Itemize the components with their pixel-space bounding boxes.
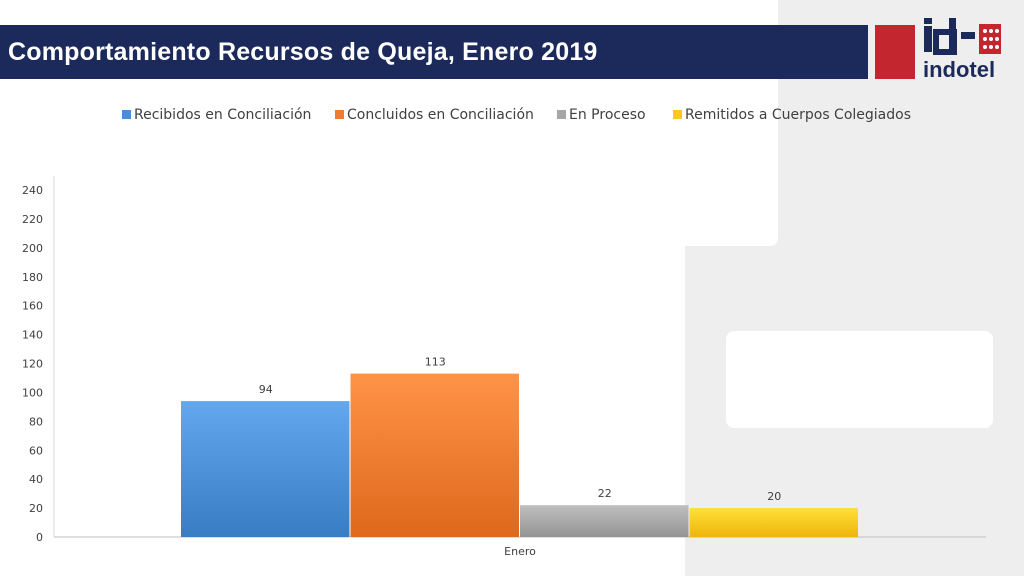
bar-chart: Recibidos en Conciliación Concluidos en C… [22, 107, 986, 558]
y-tick-label: 100 [22, 386, 43, 399]
bar [181, 401, 350, 537]
legend-swatch [122, 110, 131, 119]
bar [689, 508, 858, 537]
y-tick-label: 40 [29, 473, 43, 486]
legend-label: Remitidos a Cuerpos Colegiados [685, 107, 911, 123]
y-tick-label: 80 [29, 415, 43, 428]
y-tick-label: 180 [22, 271, 43, 284]
background-card-right [726, 331, 993, 428]
bar [350, 373, 519, 537]
data-label: 22 [598, 487, 612, 500]
y-tick-label: 120 [22, 358, 43, 371]
legend-label: Recibidos en Conciliación [134, 107, 311, 123]
data-label: 20 [767, 490, 781, 503]
legend-swatch [335, 110, 344, 119]
page-title: Comportamiento Recursos de Queja, Enero … [8, 37, 598, 66]
y-tick-label: 160 [22, 300, 43, 313]
logo-mark-icon [924, 18, 1001, 55]
legend-swatch [557, 110, 566, 119]
bar [520, 505, 689, 537]
x-tick-label: Enero [504, 545, 536, 558]
y-tick-label: 200 [22, 242, 43, 255]
data-label: 113 [425, 356, 446, 369]
y-tick-label: 220 [22, 213, 43, 226]
legend-label: Concluidos en Conciliación [347, 107, 534, 123]
legend-swatch [673, 110, 682, 119]
data-label: 94 [259, 383, 273, 396]
y-tick-label: 240 [22, 184, 43, 197]
logo-red-block [875, 25, 915, 79]
indotel-logo: indotel [921, 18, 1011, 88]
chart-area: Recibidos en Conciliación Concluidos en C… [0, 90, 1024, 576]
y-tick-label: 0 [36, 531, 43, 544]
title-bar: Comportamiento Recursos de Queja, Enero … [0, 25, 868, 79]
y-tick-label: 20 [29, 502, 43, 515]
y-tick-label: 60 [29, 444, 43, 457]
y-tick-label: 140 [22, 329, 43, 342]
legend-label: En Proceso [569, 107, 646, 123]
logo-wordmark: indotel [923, 57, 996, 82]
